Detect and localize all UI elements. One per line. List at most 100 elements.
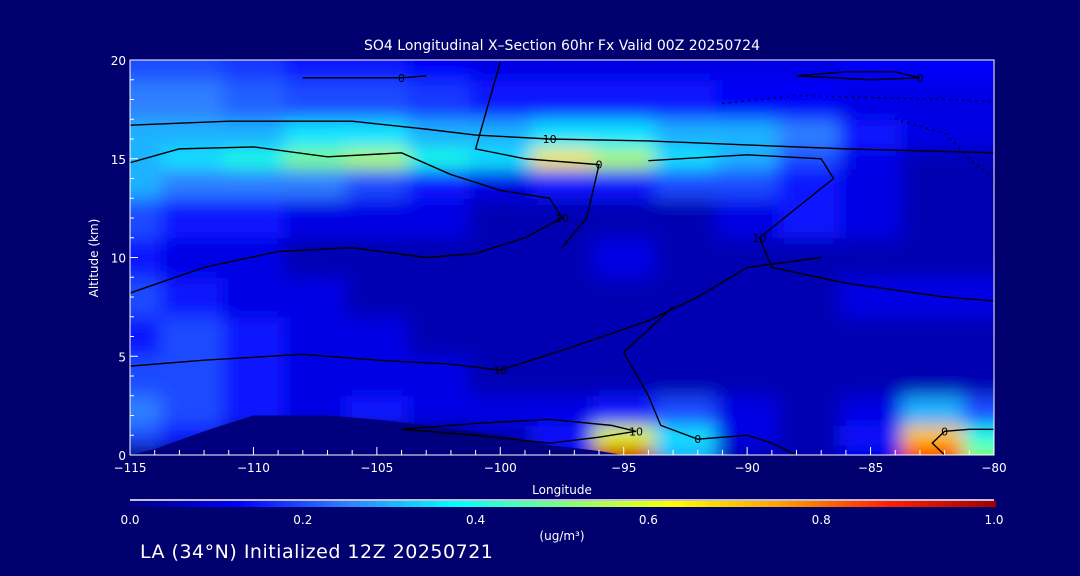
- terrain-mask: [130, 415, 994, 455]
- heatmap-cell: [407, 277, 470, 318]
- heatmap-cell: [284, 79, 347, 120]
- heatmap-cell: [531, 60, 594, 81]
- heatmap-cell: [654, 168, 717, 199]
- contour-label: 10: [555, 212, 569, 225]
- heatmap-cell: [130, 198, 162, 239]
- chart-title: SO4 Longitudinal X–Section 60hr Fx Valid…: [364, 38, 760, 54]
- heatmap-cell: [901, 237, 964, 278]
- heatmap-cell: [839, 79, 902, 120]
- contour-label: 0: [596, 159, 603, 172]
- heatmap-cell: [469, 316, 532, 357]
- heatmap-cell: [284, 277, 347, 318]
- heatmap-cell: [839, 425, 902, 446]
- heatmap-cell: [963, 445, 994, 455]
- heatmap-cell: [778, 148, 841, 170]
- heatmap-cell: [592, 148, 656, 170]
- heatmap-cell: [407, 168, 470, 199]
- colorbar: [130, 501, 996, 507]
- colorbar-tick-label: 0.2: [293, 513, 312, 527]
- heatmap-cell: [901, 445, 964, 455]
- heatmap-cell: [654, 316, 717, 357]
- heatmap-cell: [531, 237, 594, 278]
- heatmap-cell: [778, 79, 841, 120]
- heatmap-cell: [130, 316, 162, 357]
- contour-line: [622, 306, 797, 455]
- heatmap-cell: [160, 168, 224, 199]
- x-axis: −115 −110 −105 −100 −95 −90 −85 −80: [114, 447, 1007, 475]
- x-tick-label: −100: [484, 461, 517, 475]
- heatmap-cell: [130, 168, 162, 199]
- heatmap-cell: [716, 316, 779, 357]
- heatmap-cell: [963, 148, 994, 170]
- heatmap-cell: [346, 356, 409, 397]
- heatmap-cell: [346, 148, 409, 170]
- heatmap-cell: [469, 60, 532, 81]
- heatmap-cell: [654, 395, 717, 426]
- y-tick-label: 15: [111, 153, 126, 167]
- heatmap-cell: [592, 79, 656, 120]
- heatmap-cell: [778, 198, 841, 239]
- heatmap-cell: [839, 119, 902, 150]
- heatmap-cell: [531, 425, 594, 446]
- heatmap-cell: [469, 148, 532, 170]
- heatmap-cell: [222, 237, 285, 278]
- heatmap-cell: [592, 198, 656, 239]
- heatmap-cell: [130, 60, 162, 81]
- contour-label: 10: [629, 425, 643, 438]
- heatmap-cell: [963, 119, 994, 150]
- heatmap-cell: [778, 445, 841, 455]
- heatmap-cell: [222, 119, 285, 150]
- heatmap-cell: [284, 168, 347, 199]
- heatmap-cell: [130, 79, 162, 120]
- heatmap-cell: [901, 79, 964, 120]
- contour-line: [931, 428, 994, 455]
- heatmap-cell: [963, 79, 994, 120]
- footer-caption: LA (34°N) Initialized 12Z 20250721: [140, 541, 494, 563]
- contour-line: [302, 75, 427, 79]
- heatmap-cell: [716, 356, 779, 397]
- x-tick-label: −85: [858, 461, 883, 475]
- heatmap-cell: [778, 60, 841, 81]
- heatmap-cell: [839, 316, 902, 357]
- heatmap-cell: [901, 119, 964, 150]
- colorbar-units: (ug/m³): [539, 529, 584, 543]
- x-tick-label: −115: [114, 461, 147, 475]
- heatmap-cell: [778, 316, 841, 357]
- heatmap-cell: [839, 198, 902, 239]
- contour-line: [401, 418, 637, 444]
- heatmap-cell: [963, 237, 994, 278]
- heatmap-cell: [531, 168, 594, 199]
- heatmap-cell: [160, 60, 224, 81]
- heatmap-cell: [407, 395, 470, 426]
- heatmap-cell: [130, 425, 162, 446]
- x-tick-label: −105: [360, 461, 393, 475]
- heatmap-cell: [284, 316, 347, 357]
- heatmap-cell: [839, 168, 902, 199]
- heatmap-cell: [130, 395, 162, 426]
- heatmap-cell: [284, 198, 347, 239]
- heatmap-cell: [160, 79, 224, 120]
- heatmap-cell: [592, 237, 656, 278]
- heatmap-cell: [407, 316, 470, 357]
- heatmap-cell: [346, 79, 409, 120]
- y-axis-label: Altitude (km): [87, 219, 101, 298]
- heatmap-cell: [160, 316, 224, 357]
- heatmap-cell: [839, 60, 902, 81]
- heatmap-cell: [222, 356, 285, 397]
- heatmap-cell: [346, 60, 409, 81]
- heatmap-cell: [839, 356, 902, 397]
- heatmap-cell: [531, 79, 594, 120]
- heatmap-cell: [716, 148, 779, 170]
- heatmap-cell: [963, 277, 994, 318]
- heatmap-cell: [716, 277, 779, 318]
- heatmap-cell: [160, 119, 224, 150]
- x-tick-label: −80: [981, 461, 1006, 475]
- contour-line: [130, 146, 563, 294]
- heatmap-cell: [222, 60, 285, 81]
- heatmap-cell: [592, 60, 656, 81]
- heatmap-cell: [778, 119, 841, 150]
- y-tick-label: 0: [118, 449, 126, 463]
- heatmap-cell: [839, 237, 902, 278]
- heatmap-cell: [284, 356, 347, 397]
- heatmap-cell: [963, 316, 994, 357]
